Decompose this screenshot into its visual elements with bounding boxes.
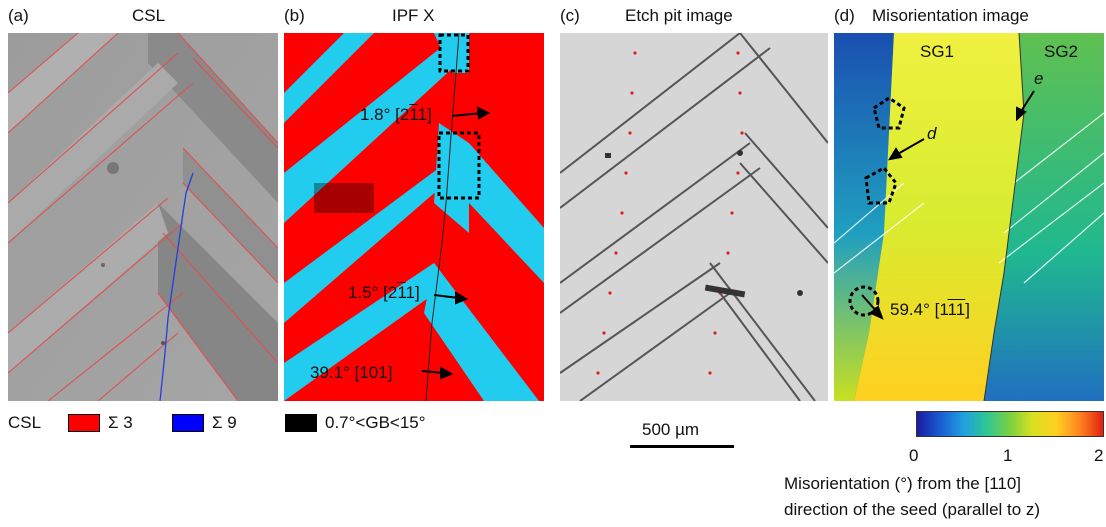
panel-a-letter: (a) (8, 6, 29, 25)
colorbar-caption-2: direction of the seed (parallel to z) (784, 500, 1041, 519)
annotation-b-3: 39.1° [101] (310, 363, 393, 382)
legend-sigma9-swatch (172, 414, 204, 432)
colorbar (916, 411, 1104, 437)
legend-sigma9-label: Σ 9 (212, 413, 237, 432)
panel-a-csl-map (8, 33, 278, 401)
scalebar-label: 500 µm (642, 420, 700, 439)
panel-b-title: IPF X (392, 6, 435, 25)
panel-d-misorientation-image (834, 33, 1104, 401)
legend-gb-swatch (285, 414, 317, 432)
legend-gb-label: 0.7°<GB<15° (325, 413, 426, 432)
annotation-d-1: 59.4° [111] (890, 300, 970, 319)
colorbar-tick-2: 2 (1094, 446, 1104, 465)
annotation-d-d: d (927, 124, 937, 143)
panel-b-ipf-map (284, 33, 544, 401)
legend-sigma3-label: Σ 3 (108, 413, 133, 432)
legend-title: CSL (8, 413, 42, 432)
panel-d-letter: (d) (834, 6, 855, 25)
colorbar-tick-1: 1 (1003, 446, 1013, 465)
annotation-b-2: 1.5° [211] (348, 283, 420, 302)
annotation-d-sg1: SG1 (920, 42, 955, 61)
annotation-b-1: 1.8° [211] (360, 105, 432, 124)
colorbar-tick-0: 0 (909, 446, 919, 465)
colorbar-caption-1: Misorientation (°) from the [110] (784, 474, 1022, 493)
panel-a-title: CSL (132, 6, 166, 25)
annotation-d-sg2: SG2 (1044, 42, 1079, 61)
scalebar-line (630, 445, 734, 448)
panel-c-etch-pit-image (560, 33, 828, 401)
panel-b-letter: (b) (284, 6, 305, 25)
panel-c-title: Etch pit image (625, 6, 733, 25)
annotation-d-e: e (1034, 69, 1044, 88)
panel-c-letter: (c) (560, 6, 580, 25)
legend-sigma3-swatch (68, 414, 100, 432)
panel-d-title: Misorientation image (872, 6, 1029, 25)
